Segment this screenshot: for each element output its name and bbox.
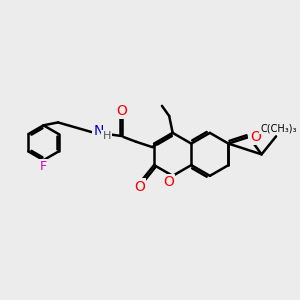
Text: C(CH₃)₃: C(CH₃)₃ <box>260 123 297 133</box>
Text: N: N <box>94 124 104 138</box>
Text: O: O <box>163 175 174 189</box>
Text: O: O <box>250 130 261 144</box>
Text: O: O <box>134 180 145 194</box>
Text: H: H <box>103 131 111 141</box>
Text: O: O <box>116 104 127 118</box>
Text: F: F <box>40 160 47 173</box>
